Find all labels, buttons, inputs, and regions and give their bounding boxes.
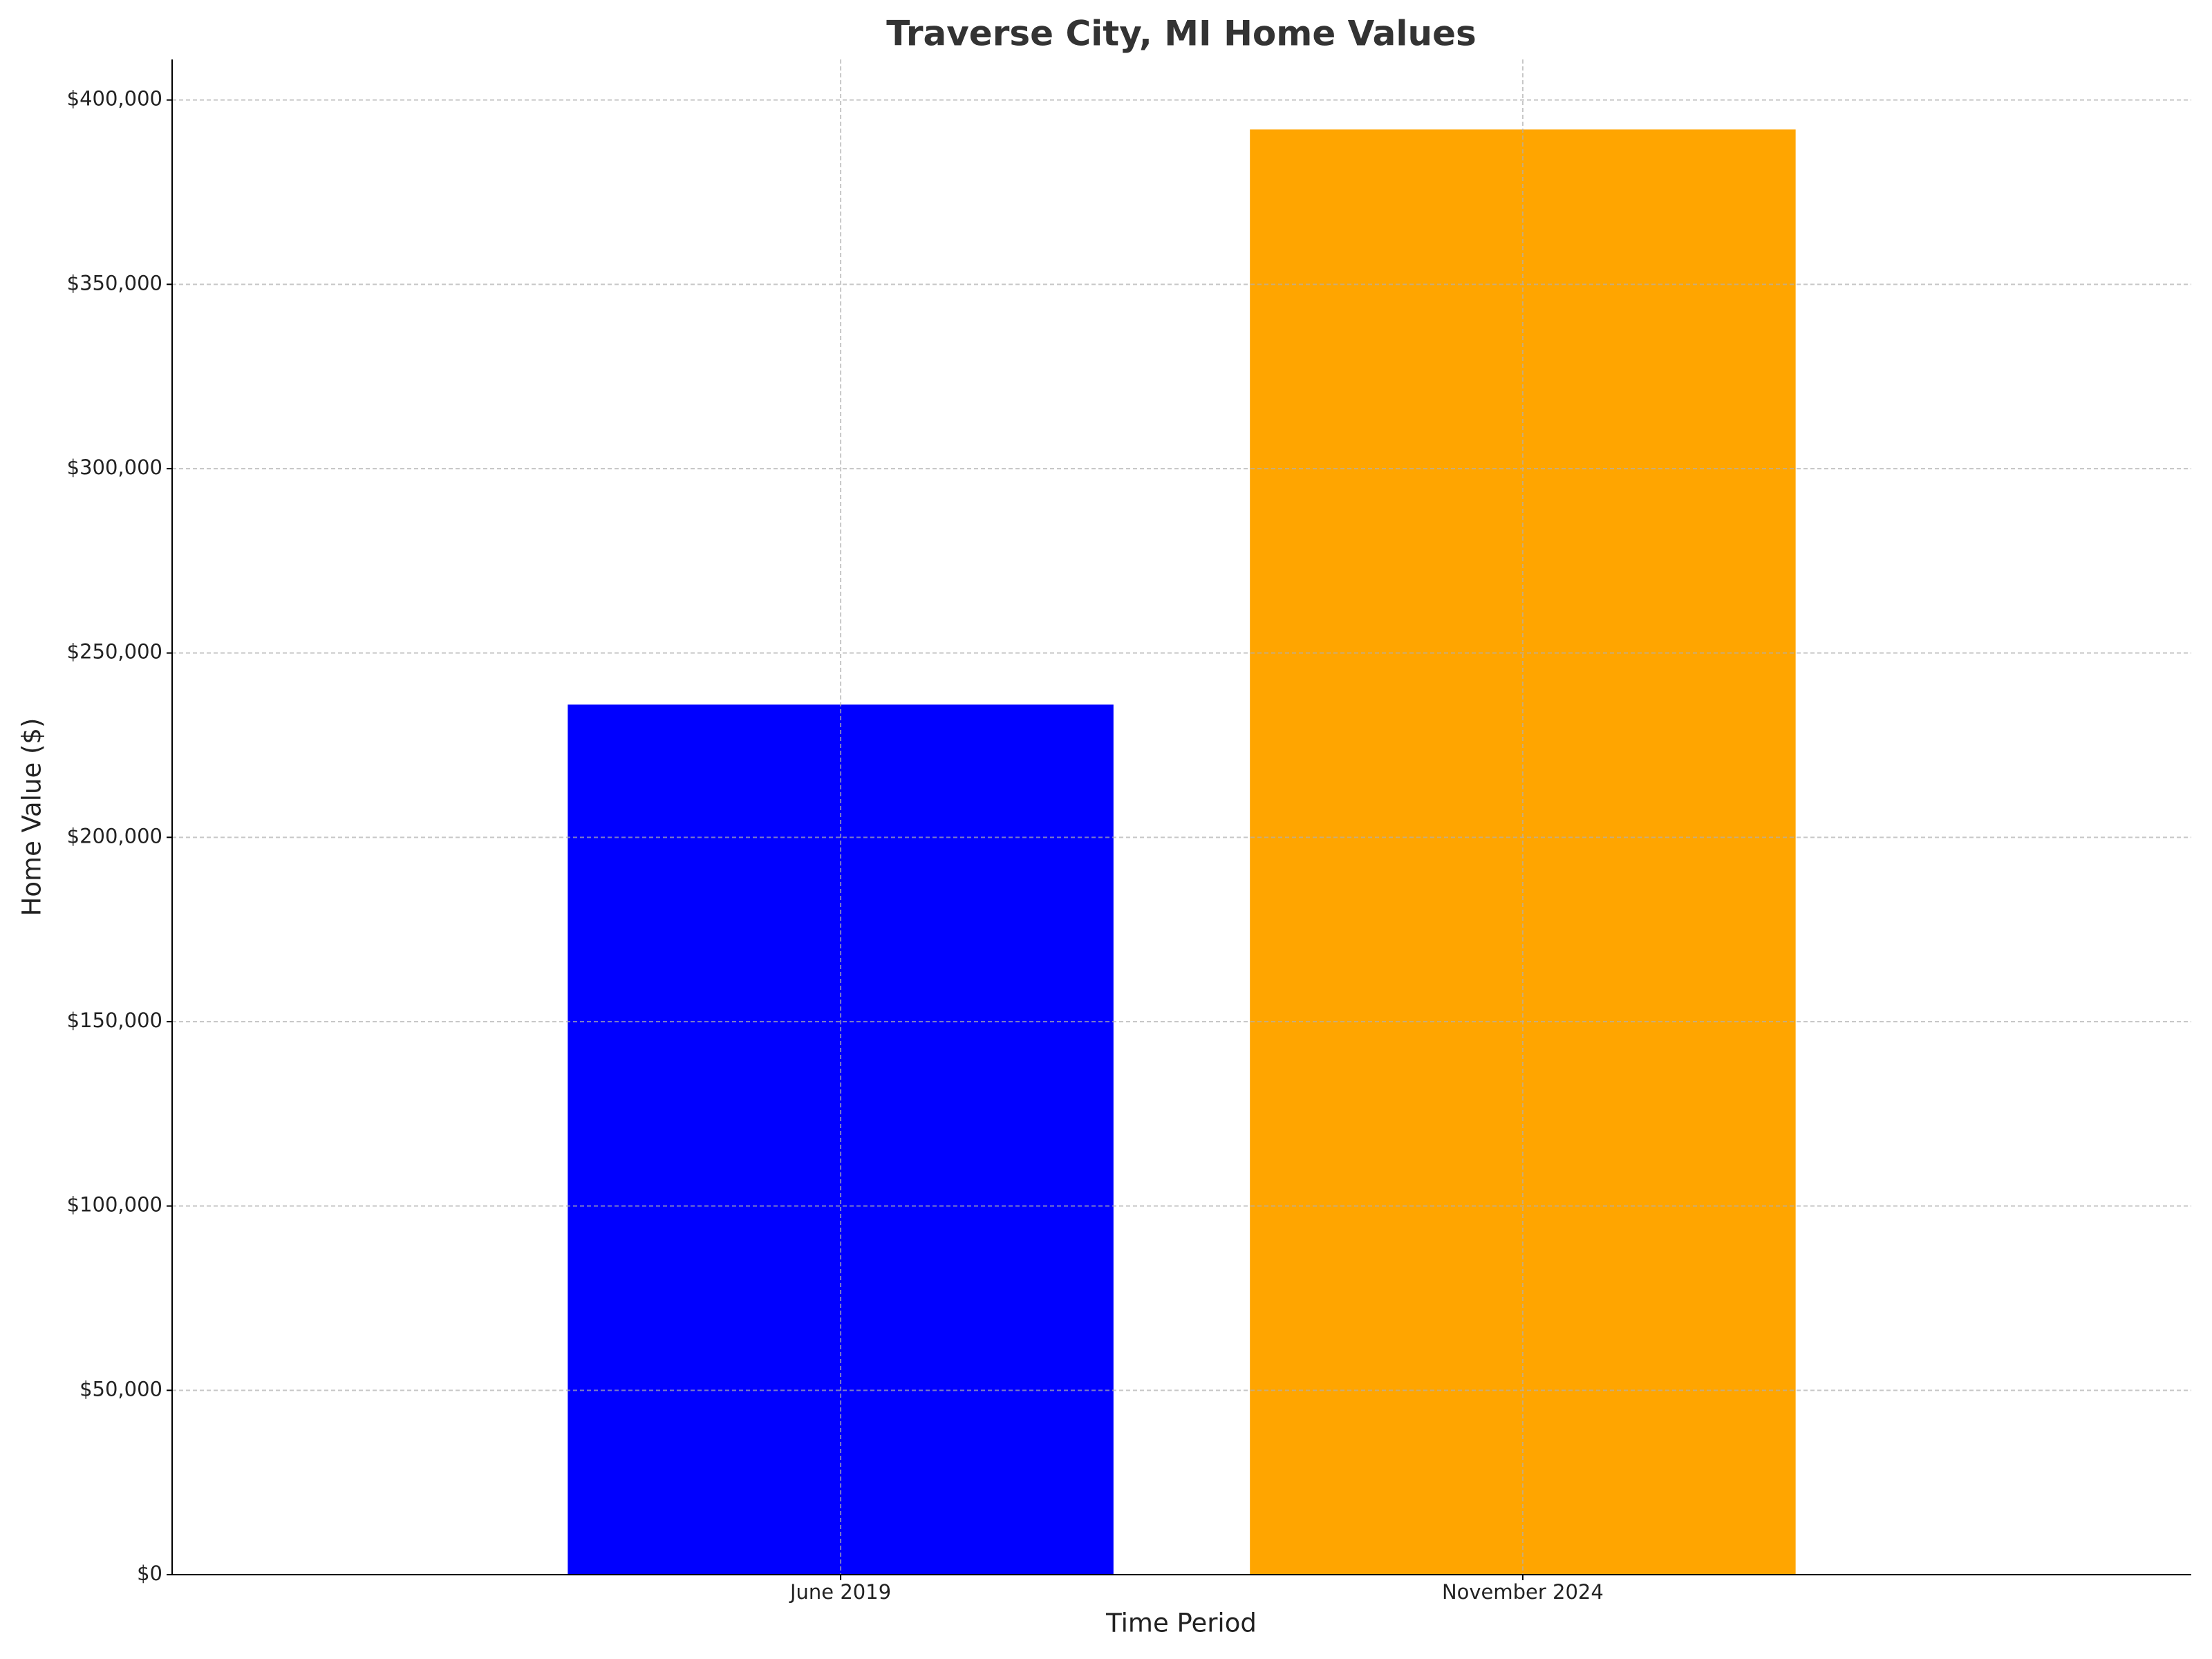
y-tick-label: $250,000 [67, 640, 162, 664]
y-tick-label: $200,000 [67, 824, 162, 847]
y-tick-label: $300,000 [67, 456, 162, 479]
y-axis-label: Home Value ($) [17, 718, 47, 917]
y-tick-label: $50,000 [79, 1377, 162, 1400]
chart-title: Traverse City, MI Home Values [886, 14, 1477, 54]
x-tick-label: November 2024 [1442, 1580, 1604, 1604]
x-tick-label: June 2019 [789, 1580, 891, 1604]
y-tick-label: $350,000 [67, 271, 162, 294]
y-tick-label: $100,000 [67, 1193, 162, 1217]
y-tick-label: $150,000 [67, 1009, 162, 1032]
y-tick-label: $0 [137, 1562, 162, 1585]
y-tick-label: $400,000 [67, 87, 162, 111]
x-axis-label: Time Period [1105, 1609, 1257, 1638]
